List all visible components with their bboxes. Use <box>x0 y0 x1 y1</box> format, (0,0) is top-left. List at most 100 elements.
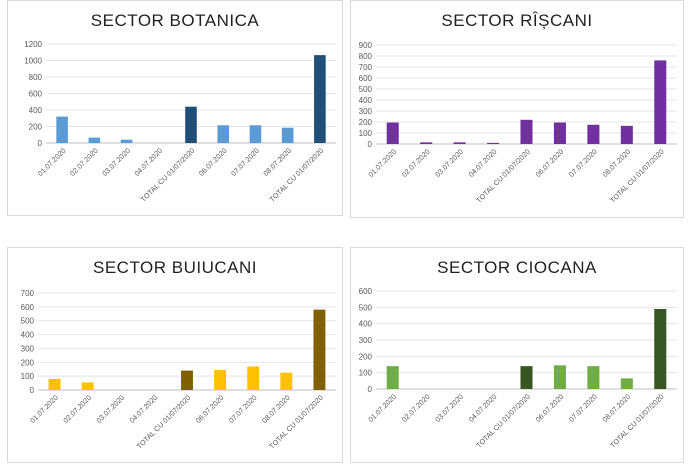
x-tick-label: 04.07.2020 <box>467 392 499 424</box>
x-tick-label: TOTAL CU 01/07/2020 <box>139 146 197 204</box>
y-tick-label: 0 <box>368 140 373 149</box>
chart-title: SECTOR BUIUCANI <box>93 258 257 277</box>
x-tick-label: 06.07.2020 <box>194 393 226 425</box>
bar <box>420 142 433 144</box>
x-tick-label: 02.07.2020 <box>400 392 432 424</box>
y-tick-label: 0 <box>368 385 373 394</box>
x-tick-label: 07.07.2020 <box>567 392 599 424</box>
bar <box>386 122 399 144</box>
bar <box>620 378 633 389</box>
x-tick-label: 01.07.2020 <box>366 392 398 424</box>
bar <box>487 142 500 144</box>
y-tick-label: 600 <box>21 303 35 312</box>
chart-panel-riscani: SECTOR RÎȘCANI 0 100 200 300 400 500 600 700 800… <box>350 0 684 218</box>
y-tick-label: 1000 <box>24 57 42 66</box>
x-tick-label: 08.07.2020 <box>600 392 632 424</box>
x-tick-label: 01.07.2020 <box>28 393 60 425</box>
x-tick-label: 04.07.2020 <box>467 147 499 179</box>
x-tick-label: 03.07.2020 <box>433 392 465 424</box>
bar <box>185 106 197 143</box>
x-tick-label: TOTAL CU 01/07/2020 <box>268 146 326 204</box>
y-tick-label: 200 <box>21 358 35 367</box>
chart-buiucani: 0 100 200 300 400 500 600 700 01.07.2020 02.07.20… <box>21 289 336 451</box>
y-tick-label: 0 <box>30 386 35 395</box>
bar <box>280 372 293 390</box>
y-tick-label: 600 <box>359 74 373 83</box>
y-tick-label: 300 <box>359 107 373 116</box>
bar <box>48 378 61 390</box>
x-tick-label: 06.07.2020 <box>197 146 229 178</box>
y-tick-label: 800 <box>29 73 43 82</box>
x-tick-label: 02.07.2020 <box>68 146 100 178</box>
x-tick-label: 04.07.2020 <box>132 146 164 178</box>
bar <box>281 127 294 143</box>
y-tick-label: 100 <box>359 369 373 378</box>
x-tick-label: 04.07.2020 <box>127 393 159 425</box>
y-tick-label: 0 <box>38 139 43 148</box>
x-tick-label: 03.07.2020 <box>433 147 465 179</box>
y-tick-label: 700 <box>359 63 373 72</box>
bar <box>249 125 262 143</box>
bar <box>620 125 633 144</box>
y-tick-label: 400 <box>359 320 373 329</box>
chart-title: SECTOR BOTANICA <box>90 11 260 30</box>
y-tick-label: 500 <box>359 303 373 312</box>
y-tick-label: 600 <box>29 90 43 99</box>
bar <box>247 366 260 390</box>
chart-botanica: 0 200 400 600 800 1000 1200 01.07.2020 02.07.202… <box>24 40 336 204</box>
bar <box>587 124 600 144</box>
x-tick-label: 06.07.2020 <box>534 147 566 179</box>
bar <box>553 365 566 389</box>
x-tick-label: 06.07.2020 <box>534 392 566 424</box>
bar <box>120 139 133 143</box>
bar <box>56 116 68 143</box>
y-tick-label: 100 <box>359 129 373 138</box>
x-tick-label: 07.07.2020 <box>229 146 261 178</box>
x-tick-label: 08.07.2020 <box>261 146 293 178</box>
y-tick-label: 300 <box>359 336 373 345</box>
y-tick-label: 900 <box>359 41 373 50</box>
y-tick-label: 600 <box>359 287 373 296</box>
y-tick-label: 300 <box>21 344 35 353</box>
x-tick-label: 03.07.2020 <box>100 146 132 178</box>
chart-title: SECTOR CIOCANA <box>437 258 597 277</box>
bar <box>181 370 193 390</box>
bar <box>453 142 466 144</box>
x-tick-label: 02.07.2020 <box>400 147 432 179</box>
y-tick-label: 1200 <box>24 40 42 49</box>
x-tick-label: 01.07.2020 <box>366 147 398 179</box>
y-tick-label: 700 <box>21 289 35 298</box>
y-tick-label: 200 <box>359 118 373 127</box>
y-tick-label: 500 <box>359 85 373 94</box>
bar <box>520 119 533 144</box>
y-tick-label: 400 <box>29 106 43 115</box>
bar <box>217 125 230 143</box>
bar <box>88 137 101 143</box>
bar <box>520 366 533 389</box>
y-tick-label: 200 <box>359 352 373 361</box>
bar <box>654 60 667 144</box>
y-tick-label: 500 <box>21 317 35 326</box>
bar <box>313 309 326 390</box>
chart-panel-ciocana: SECTOR CIOCANA 0 100 200 300 400 500 600 01.07.… <box>350 247 684 463</box>
x-tick-label: 08.07.2020 <box>600 147 632 179</box>
chart-panel-botanica: SECTOR BOTANICA 0 200 400 600 800 1000 1200 01.… <box>7 0 343 216</box>
chart-panel-buiucani: SECTOR BUIUCANI 0 100 200 300 400 500 600 700 01… <box>7 247 343 463</box>
x-tick-label: 01.07.2020 <box>36 146 68 178</box>
y-tick-label: 400 <box>21 331 35 340</box>
bar <box>654 308 667 389</box>
bar <box>587 366 600 389</box>
y-tick-label: 800 <box>359 52 373 61</box>
x-tick-label: 08.07.2020 <box>260 393 292 425</box>
x-tick-label: 03.07.2020 <box>94 393 126 425</box>
bar <box>386 366 399 389</box>
bar <box>214 369 227 390</box>
x-tick-label: 02.07.2020 <box>61 393 93 425</box>
y-tick-label: 200 <box>29 123 43 132</box>
y-tick-label: 100 <box>21 372 35 381</box>
bar <box>314 55 326 144</box>
bar <box>553 122 566 144</box>
chart-riscani: 0 100 200 300 400 500 600 700 800 900 01.07.2020 02… <box>359 41 677 205</box>
x-tick-label: 07.07.2020 <box>567 147 599 179</box>
